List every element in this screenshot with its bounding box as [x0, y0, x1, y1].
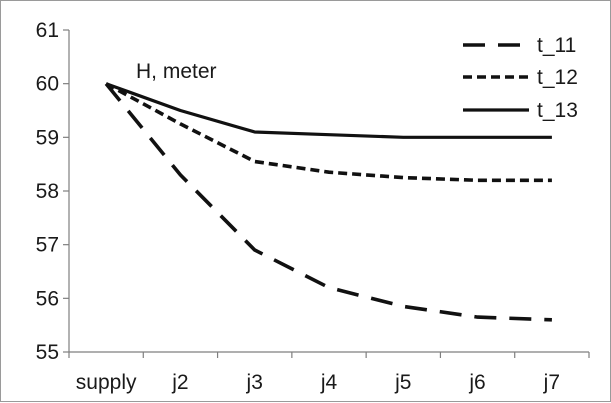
x-tick-label: j2	[171, 371, 188, 394]
x-tick-label: j5	[394, 371, 411, 394]
series-line-t-12	[105, 82, 552, 183]
x-tick-label: j7	[543, 371, 560, 394]
legend-label: t_13	[537, 99, 578, 122]
x-tick-label: supply	[76, 371, 137, 394]
y-tick-label: 55	[36, 341, 59, 364]
legend-label: t_11	[537, 34, 576, 57]
series-line-t-11	[104, 82, 552, 322]
y-tick-label: 57	[36, 234, 59, 257]
x-tick-label: j3	[246, 371, 263, 394]
y-tick-label: 56	[36, 287, 59, 310]
series-line-t-13	[105, 82, 552, 139]
x-tick-labels: supply j2 j3 j4 j5 j6 j7	[76, 371, 560, 394]
x-tick-label: j4	[320, 371, 338, 394]
y-tick-label: 61	[36, 19, 59, 42]
chart-annotation: H, meter	[136, 60, 217, 83]
y-tick-label: 60	[36, 73, 59, 96]
y-tick-label: 59	[36, 126, 59, 149]
legend: t_11 t_12 t_13	[463, 34, 578, 122]
y-tick-labels: 55 56 57 58 59 60 61	[36, 19, 59, 364]
axes	[63, 29, 590, 358]
y-tick-label: 58	[36, 180, 59, 203]
x-tick-label: j6	[468, 371, 485, 394]
series-lines	[104, 82, 552, 322]
legend-label: t_12	[537, 66, 578, 89]
